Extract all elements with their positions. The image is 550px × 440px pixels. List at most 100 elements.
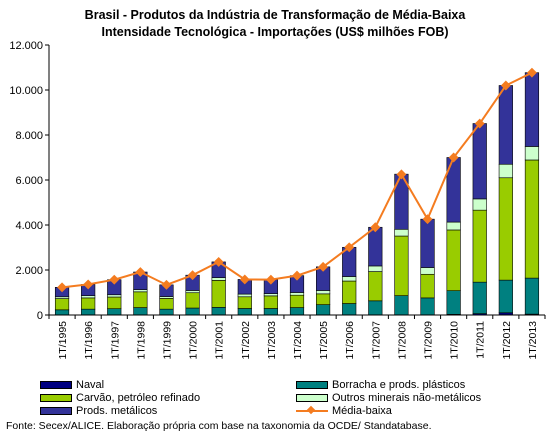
bar-segment [498,163,513,179]
media-baixa-point [135,267,146,277]
y-tick-label: 6.000 [15,175,43,187]
bar-segment [263,308,278,316]
bar-segment [289,294,305,308]
y-tick-label: 8.000 [15,130,43,142]
x-tick-label: 1T/2009 [423,321,435,360]
bar-segment [316,293,331,305]
legend-label-borracha: Borracha e prods. plásticos [332,378,466,391]
bar-segment [524,277,540,315]
x-tick-label: 1T/1998 [135,321,147,360]
bar-segment [133,289,148,293]
media-baixa-point [526,67,537,78]
bar-segment [342,303,357,316]
legend-label-naval: Naval [76,378,105,391]
y-tick-label: 4.000 [15,220,43,232]
bar-segment [420,297,435,316]
bar-segment [368,300,383,316]
x-tick-label: 1T/2012 [501,321,513,360]
x-tick-label: 1T/1995 [57,321,69,360]
x-tick-label: 1T/2004 [292,321,304,360]
bar-segment [81,308,96,316]
bar-segment [368,226,383,267]
x-tick-label: 1T/2006 [344,321,356,360]
bar-segment [159,298,174,310]
x-tick-label: 1T/2002 [240,321,252,360]
bar-segment [211,277,226,281]
y-tick-label: 12.000 [9,40,43,52]
media-baixa-point [370,222,381,233]
legend-item-outros: Outros minerais não-metálicos [296,391,481,404]
bar-segment [498,279,513,314]
bar-segment [420,273,435,299]
x-tick-label: 1T/1997 [109,321,121,360]
x-tick-label: 1T/2005 [318,321,330,360]
media-baixa-point [292,270,302,281]
legend-item-borracha: Borracha e prods. plásticos [296,378,465,391]
x-tick-label: 1T/2007 [370,321,382,360]
bar-segment [498,85,513,165]
bar-segment [342,280,357,304]
bar-segment [237,293,252,298]
bar-segment [211,307,226,316]
bar-segment [185,290,200,294]
legend-swatch-naval [40,380,72,389]
media-baixa-point [396,169,407,180]
bar-segment [159,308,174,316]
legend-item-metalicos: Prods. metálicos [40,404,157,417]
bar-segment [394,228,409,237]
chart-title-line1: Brasil - Produtos da Indústria de Transf… [84,8,466,22]
bar-segment [81,295,96,299]
bar-segment [524,159,540,279]
legend-item-carvao: Carvão, petróleo refinado [40,391,200,404]
legend-item-media: Média-baixa [296,404,392,417]
bar-segment [446,221,461,231]
x-tick-label: 1T/2010 [449,321,461,360]
x-tick-label: 1T/2000 [188,321,200,360]
media-baixa-point [213,256,224,267]
bar-segment [394,295,409,316]
chart-title-line2: Intensidade Tecnológica - Importações (U… [101,25,449,39]
media-baixa-point [161,279,172,290]
legend-line-media [296,406,328,416]
x-tick-label: 1T/2008 [396,321,408,360]
bar-segment [54,298,70,311]
bar-segment [316,304,331,316]
media-baixa-point [239,274,250,285]
bar-segment [211,280,226,308]
bar-segment [289,292,305,296]
media-baixa-point [187,270,198,281]
bar-segment [524,146,540,161]
chart-title: Brasil - Produtos da Indústria de Transf… [0,7,550,41]
bar-segment [316,290,331,295]
media-baixa-line [61,71,533,289]
x-tick-label: 1T/2001 [214,321,226,360]
bar-segment [472,281,487,314]
bar-segment [394,235,409,296]
media-baixa-point [318,261,329,272]
x-tick-label: 1T/2003 [266,321,278,360]
legend-label-outros: Outros minerais não-metálicos [332,391,482,404]
bar-segment [368,265,383,272]
legend-swatch-carvao [40,393,72,402]
bar-segment [107,308,122,316]
legend-label-metalicos: Prods. metálicos [76,404,158,417]
media-baixa-point [448,152,459,163]
x-tick-label: 1T/2011 [475,321,487,359]
bar-segment [342,276,357,282]
legend-label-carvao: Carvão, petróleo refinado [76,391,201,404]
bar-segment [368,271,383,302]
bar-segment [289,307,305,316]
media-baixa-point [344,242,355,253]
bar-segment [498,177,513,281]
bar-segment [524,72,540,147]
legend-item-naval: Naval [40,378,104,391]
x-tick-label: 1T/1996 [83,321,95,360]
bar-segment [472,209,487,283]
bar-segment [133,307,148,316]
y-tick-label: 2.000 [15,265,43,277]
bar-segment [263,295,278,309]
legend-swatch-outros [296,393,328,402]
y-tick-label: 0 [37,310,43,322]
bar-segment [446,229,461,291]
bar-segment [54,309,70,316]
